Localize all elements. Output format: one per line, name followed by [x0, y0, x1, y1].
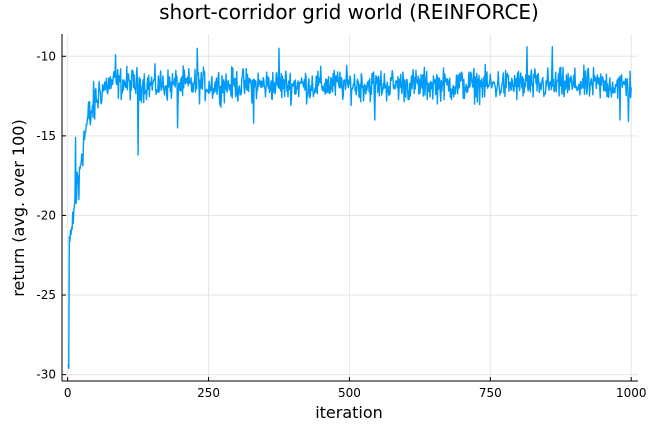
y-tick-label: -30: [36, 368, 56, 382]
x-tick-label: 1000: [616, 386, 647, 400]
y-tick-label: -25: [36, 288, 56, 302]
x-tick-label: 250: [197, 386, 220, 400]
series-layer: [67, 46, 632, 369]
return-series-line: [67, 46, 632, 369]
x-tick-label: 750: [479, 386, 502, 400]
y-tick-label: -10: [36, 49, 56, 63]
axes: [61, 34, 638, 382]
chart-title: short-corridor grid world (REINFORCE): [159, 0, 539, 24]
y-tick-label: -20: [36, 208, 56, 222]
y-axis-label: return (avg. over 100): [9, 119, 28, 296]
x-tick-label: 0: [64, 386, 72, 400]
y-tick-label: -15: [36, 129, 56, 143]
x-tick-label: 500: [338, 386, 361, 400]
ticks: 0 250 500 750 1000 -30 -25 -20 -15 -10: [36, 49, 646, 400]
x-axis-label: iteration: [315, 403, 383, 422]
